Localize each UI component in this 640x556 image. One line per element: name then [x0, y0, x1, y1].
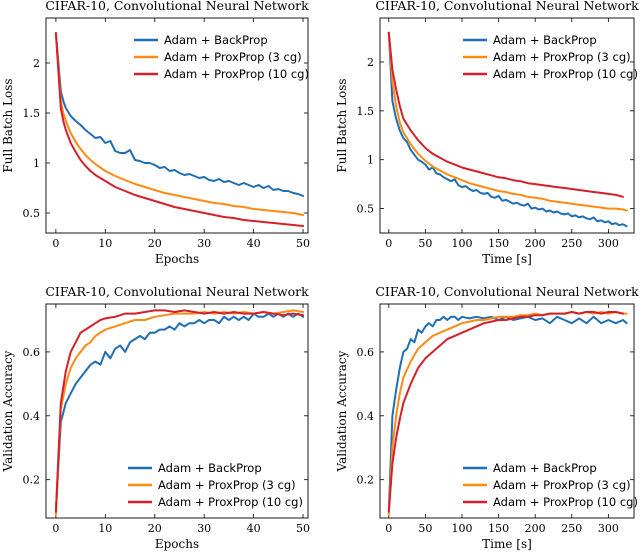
y-axis-label: Full Batch Loss	[1, 78, 15, 172]
x-tick-label: 10	[98, 522, 112, 535]
y-tick-label: 0.4	[357, 410, 375, 423]
legend-label: Adam + BackProp	[493, 33, 597, 47]
series-line-adam-proxprop-3-cg	[387, 31, 628, 212]
chart-title: CIFAR-10, Convolutional Neural Network	[45, 284, 309, 299]
x-tick-label: 40	[247, 237, 261, 250]
legend-box	[130, 28, 300, 86]
legend-label: Adam + ProxProp (3 cg)	[493, 478, 631, 492]
x-tick-label: 0	[52, 237, 59, 250]
plot-area	[54, 309, 305, 516]
legend-label: Adam + BackProp	[493, 461, 597, 475]
legend-label: Adam + ProxProp (3 cg)	[158, 478, 296, 492]
chart-panel-1: CIFAR-10, Convolutional Neural Network 0 1…	[1, 0, 310, 266]
chart-panel-4: CIFAR-10, Convolutional Neural Network 0 5…	[335, 284, 639, 551]
y-tick-label: 1	[367, 154, 374, 167]
series-line-adam-backprop	[387, 31, 628, 228]
x-tick-label: 50	[418, 522, 432, 535]
y-tick-label: 0.2	[23, 474, 41, 487]
y-tick-label: 2	[33, 57, 40, 70]
x-axis-label: Epochs	[155, 252, 199, 266]
legend-label: Adam + ProxProp (3 cg)	[164, 50, 302, 64]
plot-area	[387, 311, 628, 516]
x-tick-label: 50	[296, 522, 310, 535]
series-line-adam-backprop	[387, 315, 628, 513]
y-tick-label: 0.2	[357, 474, 375, 487]
x-tick-label: 200	[525, 522, 546, 535]
chart-title: CIFAR-10, Convolutional Neural Network	[375, 0, 639, 13]
legend-label: Adam + ProxProp (10 cg)	[158, 495, 303, 509]
x-tick-label: 20	[148, 237, 162, 250]
plot-area	[54, 32, 305, 227]
x-tick-label: 0	[52, 522, 59, 535]
legend-label: Adam + ProxProp (3 cg)	[493, 50, 631, 64]
y-axis-label: Full Batch Loss	[335, 78, 349, 172]
series-line-adam-proxprop-10-cg	[387, 311, 624, 513]
y-tick-label: 2	[367, 56, 374, 69]
series-line-adam-proxprop-10-cg	[387, 31, 624, 198]
chart-title: CIFAR-10, Convolutional Neural Network	[45, 0, 309, 13]
x-tick-label: 150	[488, 237, 509, 250]
x-tick-label: 300	[598, 522, 619, 535]
y-tick-label: 0.5	[357, 203, 375, 216]
chart-title: CIFAR-10, Convolutional Neural Network	[375, 284, 639, 299]
plot-frame	[45, 17, 309, 234]
x-tick-label: 30	[197, 237, 211, 250]
chart-panel-3: CIFAR-10, Convolutional Neural Network 0 1…	[1, 284, 310, 551]
y-tick-label: 0.4	[23, 410, 41, 423]
legend: Adam + BackProp Adam + ProxProp (3 cg) Ada…	[459, 456, 638, 514]
x-tick-label: 100	[451, 522, 472, 535]
legend: Adam + BackProp Adam + ProxProp (3 cg) Ada…	[124, 456, 303, 514]
plot-frame	[379, 303, 635, 519]
legend-label: Adam + ProxProp (10 cg)	[164, 67, 309, 81]
y-tick-label: 0.6	[357, 346, 375, 359]
x-axis-label: Epochs	[155, 537, 199, 551]
series-line-adam-backprop	[54, 32, 305, 197]
x-tick-label: 50	[296, 237, 310, 250]
x-tick-label: 250	[561, 237, 582, 250]
x-tick-label: 40	[247, 522, 261, 535]
x-tick-label: 150	[488, 522, 509, 535]
series-line-adam-proxprop-10-cg	[54, 32, 305, 227]
legend-box	[124, 456, 294, 514]
series-line-adam-proxprop-10-cg	[54, 309, 305, 513]
legend-label: Adam + ProxProp (10 cg)	[493, 67, 638, 81]
chart-panel-2: CIFAR-10, Convolutional Neural Network 0 5…	[335, 0, 639, 266]
legend: Adam + BackProp Adam + ProxProp (3 cg) Ada…	[130, 28, 309, 86]
x-tick-label: 250	[561, 522, 582, 535]
x-tick-label: 300	[598, 237, 619, 250]
x-tick-label: 50	[418, 237, 432, 250]
x-tick-label: 200	[525, 237, 546, 250]
legend: Adam + BackProp Adam + ProxProp (3 cg) Ada…	[459, 28, 638, 86]
legend-label: Adam + BackProp	[158, 461, 262, 475]
x-tick-label: 10	[98, 237, 112, 250]
x-tick-label: 0	[385, 237, 392, 250]
y-axis-label: Validation Accuracy	[1, 350, 15, 472]
x-axis-label: Time [s]	[482, 252, 532, 266]
plot-area	[387, 31, 628, 228]
legend-label: Adam + ProxProp (10 cg)	[493, 495, 638, 509]
x-tick-label: 100	[451, 237, 472, 250]
legend-box	[459, 28, 629, 86]
plot-frame	[45, 303, 309, 519]
y-tick-label: 0.6	[23, 346, 41, 359]
y-tick-label: 0.5	[23, 207, 41, 220]
legend-box	[459, 456, 629, 514]
plot-frame	[379, 17, 635, 234]
x-tick-label: 20	[148, 522, 162, 535]
y-tick-label: 1	[33, 157, 40, 170]
y-tick-label: 1.5	[23, 107, 41, 120]
y-axis-label: Validation Accuracy	[335, 350, 349, 472]
series-line-adam-backprop	[54, 312, 305, 513]
series-line-adam-proxprop-3-cg	[54, 32, 305, 216]
y-tick-label: 1.5	[357, 105, 375, 118]
x-tick-label: 0	[385, 522, 392, 535]
x-tick-label: 30	[197, 522, 211, 535]
legend-label: Adam + BackProp	[164, 33, 268, 47]
x-axis-label: Time [s]	[482, 537, 532, 551]
